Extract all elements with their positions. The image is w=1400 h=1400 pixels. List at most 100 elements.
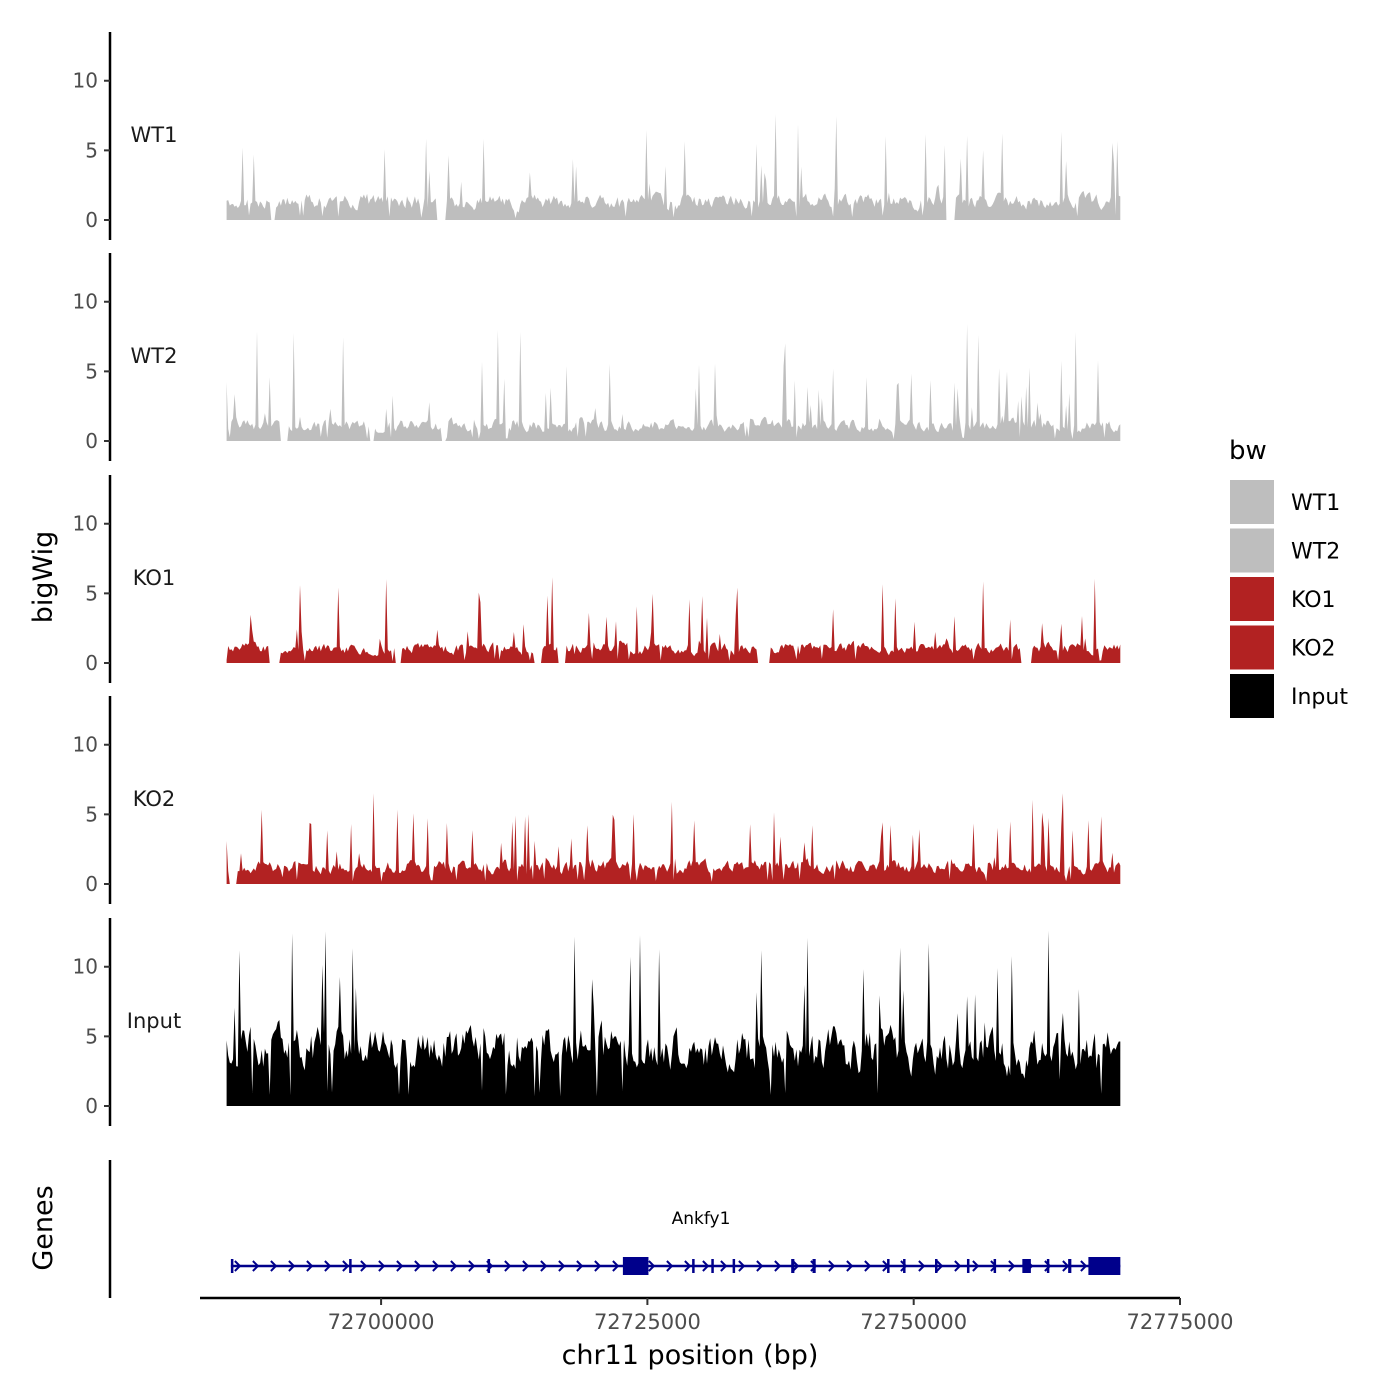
gene-exon: [692, 1259, 695, 1273]
legend-label-ko1: KO1: [1291, 588, 1336, 613]
gene-exon: [1022, 1259, 1031, 1273]
track-wt1: 0 5 10 WT1: [73, 32, 1121, 240]
strand-arrow: [324, 1260, 332, 1272]
gene-exon: [1046, 1259, 1050, 1273]
strand-arrow: [450, 1260, 458, 1272]
legend-title: bw: [1229, 436, 1267, 466]
x-tick-label: 72750000: [860, 1310, 967, 1334]
y-tick-label: 0: [85, 651, 98, 675]
strand-arrow: [918, 1260, 926, 1272]
track-input: 0 5 10 Input: [73, 918, 1121, 1126]
strand-arrow: [1044, 1260, 1052, 1272]
strand-arrow: [504, 1260, 512, 1272]
legend: bw WT1 WT2 KO1 KO2 Input: [1229, 436, 1348, 718]
strand-arrow: [558, 1260, 566, 1272]
strand-arrow: [1080, 1260, 1088, 1272]
gene-exon: [711, 1259, 714, 1273]
gene-exon: [812, 1259, 816, 1273]
strand-arrow: [270, 1260, 278, 1272]
y-tick-label: 0: [85, 1094, 98, 1118]
legend-swatch-ko2: [1230, 625, 1274, 670]
strand-arrow: [828, 1260, 836, 1272]
x-axis-title: chr11 position (bp): [562, 1340, 819, 1371]
gene-exon: [1088, 1257, 1121, 1275]
y-tick-label: 0: [85, 429, 98, 453]
strand-arrow: [954, 1260, 962, 1272]
legend-swatch-wt2: [1230, 528, 1274, 573]
strand-arrow: [414, 1260, 422, 1272]
strand-arrow: [846, 1260, 854, 1272]
y-tick-label: 0: [85, 208, 98, 232]
gene-exon: [622, 1257, 649, 1275]
strand-arrow: [720, 1260, 728, 1272]
x-axis: 72700000 72725000 72750000 72775000: [200, 1296, 1234, 1334]
strand-arrow: [576, 1260, 584, 1272]
signal-area-wt2: [226, 324, 1121, 441]
gene-exon: [349, 1259, 352, 1273]
strand-arrow: [612, 1260, 620, 1272]
legend-swatch-wt1: [1230, 480, 1274, 524]
strand-arrow: [234, 1260, 242, 1272]
x-tick-label: 72700000: [328, 1310, 435, 1334]
strand-arrow: [306, 1260, 314, 1272]
gene-exon: [487, 1259, 491, 1273]
strand-arrow: [756, 1260, 764, 1272]
legend-label-wt1: WT1: [1291, 491, 1340, 516]
strand-arrow: [864, 1260, 872, 1272]
gene-exon: [732, 1259, 736, 1273]
strand-arrow: [432, 1260, 440, 1272]
strand-arrow: [1062, 1260, 1070, 1272]
strand-arrow: [900, 1260, 908, 1272]
y-tick-label: 5: [85, 1024, 98, 1048]
y-tick-label: 5: [85, 138, 98, 162]
legend-label-ko2: KO2: [1291, 637, 1336, 662]
y-tick-label: 10: [73, 69, 98, 93]
strand-arrow: [666, 1260, 674, 1272]
gene-exon: [1068, 1259, 1072, 1273]
signal-tracks: 0 5 10 WT1 0 5 10 WT2 0 5 10 KO1 0 5 10 KO2 0 5 10 Input: [73, 32, 1121, 1126]
strand-arrow: [540, 1260, 548, 1272]
track-ko2: 0 5 10 KO2: [73, 696, 1121, 904]
y-tick-label: 0: [85, 872, 98, 896]
legend-swatch-input: [1230, 674, 1274, 718]
gene-track: Ankfy1: [108, 1160, 1121, 1298]
x-tick-label: 72775000: [1127, 1310, 1234, 1334]
gene-exon: [230, 1259, 234, 1273]
x-tick-label: 72725000: [594, 1310, 701, 1334]
track-label: KO2: [133, 787, 176, 811]
gene-exon: [993, 1259, 997, 1273]
gene-name-label: Ankfy1: [672, 1209, 731, 1229]
track-label: Input: [127, 1009, 181, 1033]
y-tick-label: 5: [85, 581, 98, 605]
signal-area-ko2: [226, 793, 1121, 884]
gene-exon: [966, 1259, 970, 1273]
gene-exon: [791, 1259, 795, 1273]
strand-arrow: [378, 1260, 386, 1272]
signal-area-wt1: [226, 114, 1121, 220]
signal-area-input: [226, 930, 1121, 1106]
strand-arrow: [972, 1260, 980, 1272]
strand-arrow: [738, 1260, 746, 1272]
y-axis-title: bigWig: [28, 531, 59, 624]
strand-arrow: [468, 1260, 476, 1272]
strand-arrow: [702, 1260, 710, 1272]
track-label: WT1: [131, 123, 178, 147]
y-tick-label: 10: [73, 512, 98, 536]
strand-arrow: [936, 1260, 944, 1272]
strand-arrow: [648, 1260, 656, 1272]
strand-arrow: [792, 1260, 800, 1272]
strand-arrow: [360, 1260, 368, 1272]
legend-label-wt2: WT2: [1291, 540, 1340, 565]
strand-arrow: [1008, 1260, 1016, 1272]
legend-swatch-ko1: [1230, 577, 1274, 621]
strand-arrow: [252, 1260, 260, 1272]
strand-arrow: [396, 1260, 404, 1272]
strand-arrow: [594, 1260, 602, 1272]
gene-exon: [903, 1259, 906, 1273]
strand-arrow: [522, 1260, 530, 1272]
strand-arrow: [684, 1260, 692, 1272]
track-label: WT2: [131, 344, 178, 368]
y-tick-label: 10: [73, 290, 98, 314]
track-wt2: 0 5 10 WT2: [73, 253, 1121, 461]
